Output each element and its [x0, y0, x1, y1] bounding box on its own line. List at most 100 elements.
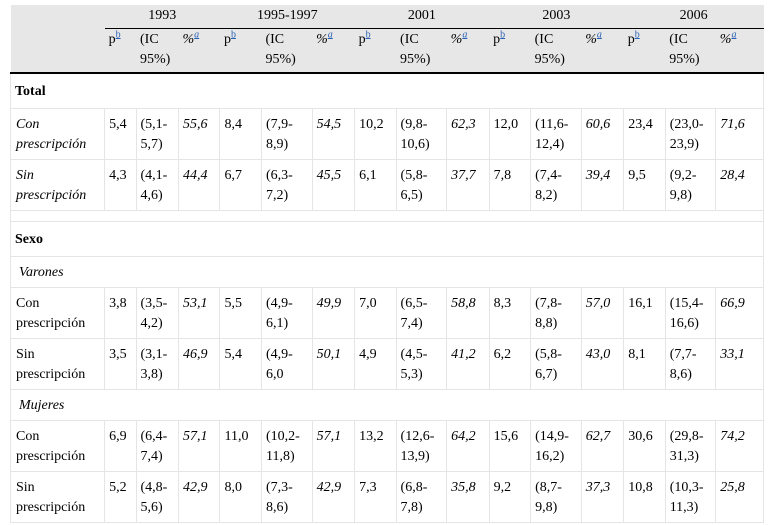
footnote-link[interactable]: a [596, 29, 602, 41]
cell-ci: (15,4-16,6) [665, 287, 717, 339]
year-header-row: 1993 1995-1997 2001 2003 2006 [10, 5, 764, 29]
col-header-p: pb [354, 28, 397, 74]
cell-ci: (9,2-9,8) [665, 159, 717, 211]
cell-pct: 33,1 [715, 338, 764, 390]
cell-pct: 39,4 [581, 159, 625, 211]
col-header-p: pb [489, 28, 531, 74]
cell-ci: (5,8-6,7) [530, 338, 582, 390]
cell-ci: (6,5-7,4) [396, 287, 448, 339]
col-header-pct: %a [581, 28, 624, 74]
cell-p: 7,3 [354, 471, 397, 523]
cell-p: 3,5 [104, 338, 137, 390]
col-header-p-label: p [627, 32, 635, 47]
col-header-pct-label: % [719, 32, 732, 47]
col-header-pct-label: % [316, 32, 328, 47]
cell-pct: 55,6 [178, 108, 221, 160]
cell-ci: (8,7-9,8) [530, 471, 582, 523]
row-label: Con prescripción [9, 108, 106, 160]
cell-ci: (5,1-5,7) [136, 108, 179, 160]
cell-p: 8,3 [489, 287, 532, 339]
year-header: 2006 [623, 5, 764, 29]
cell-p: 5,2 [104, 471, 137, 523]
footnote-link[interactable]: a [462, 29, 468, 41]
cell-p: 9,2 [489, 471, 532, 523]
cell-p: 7,0 [354, 287, 397, 339]
col-header-p: pb [219, 28, 262, 74]
cell-p: 23,4 [623, 108, 666, 160]
section-row: Total [10, 73, 764, 109]
cell-pct: 42,9 [312, 471, 356, 523]
col-header-pct: %a [446, 28, 490, 74]
cell-p: 3,8 [104, 287, 137, 339]
col-header-ci: (IC 95%) [665, 28, 716, 74]
corner-cell [10, 5, 105, 29]
col-header-ci: (IC 95%) [530, 28, 582, 74]
cell-ci: (7,4-8,2) [530, 159, 582, 211]
cell-ci: (4,9-6,1) [261, 287, 313, 339]
year-header: 2003 [489, 5, 624, 29]
cell-ci: (5,8-6,5) [396, 159, 448, 211]
col-header-ci: (IC 95%) [396, 28, 447, 74]
cell-p: 30,6 [623, 420, 666, 472]
footnote-link[interactable]: a [194, 29, 200, 41]
spacer-cell [10, 210, 764, 222]
col-header-p: pb [104, 28, 136, 74]
table-row: Sin prescripción 5,2 (4,8-5,6) 42,9 8,0 (7,3-… [9, 471, 764, 523]
footnote-link[interactable]: a [731, 29, 737, 41]
cell-p: 13,2 [354, 420, 397, 472]
col-header-ci: (IC 95%) [136, 28, 179, 74]
cell-ci: (7,8-8,8) [530, 287, 582, 339]
cell-p: 15,6 [489, 420, 532, 472]
cell-p: 8,0 [219, 471, 262, 523]
col-header-pct-label: % [182, 32, 195, 47]
cell-ci: (4,5-5,3) [396, 338, 448, 390]
col-header-p-label: p [108, 32, 116, 47]
cell-ci: (11,6-12,4) [530, 108, 582, 160]
cell-pct: 62,3 [446, 108, 490, 160]
section-heading: Total [10, 73, 764, 109]
col-header-ci: (IC 95%) [261, 28, 313, 74]
cell-p: 6,2 [489, 338, 532, 390]
cell-p: 4,3 [104, 159, 137, 211]
table-body: Total Con prescripción 5,4 (5,1-5,7) 55,6 8,4… [9, 73, 764, 523]
cell-pct: 37,7 [446, 159, 490, 211]
cell-ci: (4,1-4,6) [136, 159, 179, 211]
cell-p: 6,9 [104, 420, 137, 472]
prevalence-table: 1993 1995-1997 2001 2003 2006 pb (IC 95%)… [9, 5, 764, 523]
cell-ci: (7,9-8,9) [261, 108, 313, 160]
cell-p: 7,8 [489, 159, 532, 211]
cell-p: 10,2 [354, 108, 397, 160]
footnote-link[interactable]: b [115, 29, 121, 41]
row-label: Sin prescripción [9, 471, 106, 523]
footnote-link[interactable]: b [500, 29, 506, 41]
footnote-link[interactable]: b [230, 29, 236, 41]
corner-cell [10, 28, 105, 74]
footnote-link[interactable]: b [365, 29, 371, 41]
row-label: Con prescripción [9, 420, 106, 472]
footnote-link[interactable]: a [327, 29, 333, 41]
cell-pct: 71,6 [715, 108, 764, 160]
cell-ci: (7,7-8,6) [665, 338, 717, 390]
footnote-link[interactable]: b [634, 29, 640, 41]
table-row: Con prescripción 6,9 (6,4-7,4) 57,1 11,0 (10,… [9, 420, 764, 472]
row-label: Sin prescripción [9, 159, 106, 211]
cell-ci: (6,4-7,4) [136, 420, 179, 472]
cell-pct: 60,6 [581, 108, 625, 160]
cell-pct: 57,0 [581, 287, 625, 339]
cell-pct: 54,5 [312, 108, 356, 160]
section-row: Sexo [10, 221, 764, 257]
cell-ci: (6,8-7,8) [396, 471, 448, 523]
col-header-pct-label: % [585, 32, 597, 47]
cell-p: 6,1 [354, 159, 397, 211]
cell-pct: 49,9 [312, 287, 356, 339]
cell-ci: (4,8-5,6) [136, 471, 179, 523]
cell-ci: (3,1-3,8) [136, 338, 179, 390]
cell-ci: (7,3-8,6) [261, 471, 313, 523]
cell-pct: 74,2 [715, 420, 764, 472]
cell-pct: 42,9 [178, 471, 221, 523]
cell-pct: 66,9 [715, 287, 764, 339]
cell-pct: 46,9 [178, 338, 221, 390]
cell-pct: 35,8 [446, 471, 490, 523]
cell-pct: 64,2 [446, 420, 490, 472]
cell-ci: (3,5-4,2) [136, 287, 179, 339]
